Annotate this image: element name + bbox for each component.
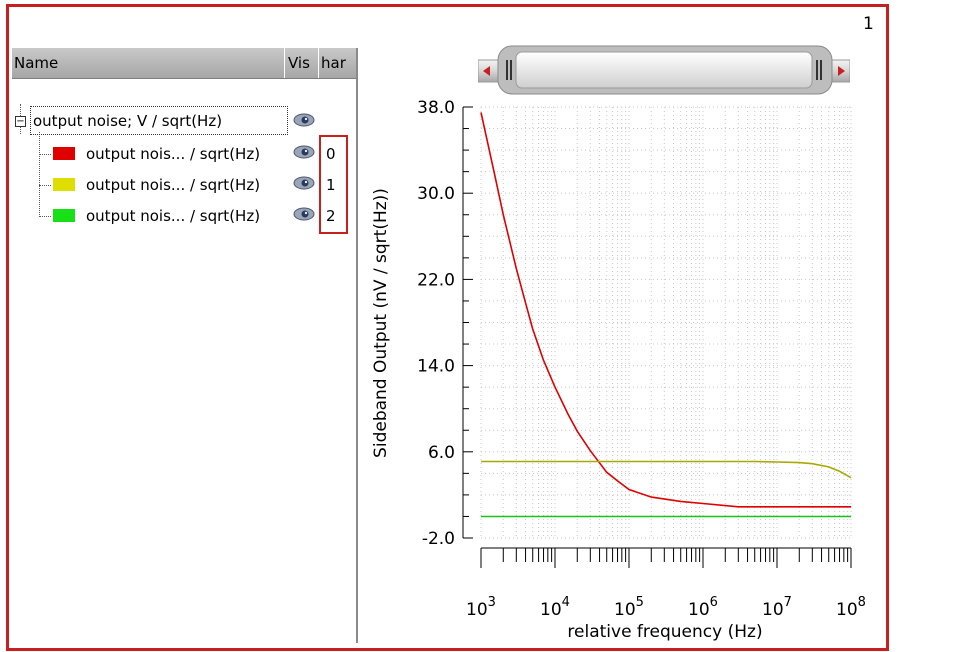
y-tick-label: -2.0 (422, 529, 455, 549)
eye-icon[interactable] (293, 145, 315, 159)
legend-header: Name Vis har (12, 48, 356, 79)
y-axis-title: Sideband Output (nV / sqrt(Hz)) (371, 188, 391, 458)
eye-icon[interactable] (293, 207, 315, 221)
x-tick-label: 108 (836, 595, 866, 620)
x-axis-title: relative frequency (Hz) (567, 622, 762, 642)
column-header-har[interactable]: har (321, 54, 346, 72)
y-tick-label: 30.0 (417, 184, 455, 204)
collapse-toggle-icon[interactable]: − (15, 116, 26, 127)
eye-icon[interactable] (293, 113, 315, 127)
tree-connector (39, 185, 51, 186)
trace-label[interactable]: output nois... / sqrt(Hz) (86, 207, 261, 225)
x-tick-label: 104 (540, 595, 570, 620)
tree-connector (39, 154, 51, 155)
eye-icon[interactable] (293, 176, 315, 190)
x-tick-label: 105 (614, 595, 644, 620)
trace-color-swatch (53, 178, 75, 191)
right-grip-icon[interactable] (816, 60, 822, 80)
harmonic-index: 1 (326, 176, 336, 194)
harmonic-index: 0 (326, 145, 336, 163)
x-tick-label: 107 (762, 595, 792, 620)
y-tick-label: 38.0 (417, 98, 455, 118)
series-line-harmonic-0[interactable] (480, 112, 851, 508)
trace-color-swatch (53, 209, 75, 222)
series-group (480, 112, 852, 518)
y-tick-label: 14.0 (417, 357, 455, 377)
column-header-vis[interactable]: Vis (288, 54, 310, 72)
scroll-left-arrow-icon[interactable] (483, 66, 490, 76)
left-grip-icon[interactable] (506, 60, 512, 80)
y-tick-label: 6.0 (428, 443, 455, 463)
zoom-scroller[interactable] (478, 44, 850, 96)
group-label[interactable]: output noise; V / sqrt(Hz) (33, 112, 223, 130)
harmonic-index: 2 (326, 207, 336, 225)
tree-connector (39, 132, 40, 217)
scroll-right-arrow-icon[interactable] (838, 66, 845, 76)
y-tick-label: 22.0 (417, 270, 455, 290)
x-tick-label: 103 (466, 595, 496, 620)
column-header-name[interactable]: Name (14, 54, 59, 72)
plot-number: 1 (863, 14, 874, 34)
trace-color-swatch (53, 147, 75, 160)
series-line-harmonic-1[interactable] (481, 460, 852, 479)
trace-label[interactable]: output nois... / sqrt(Hz) (86, 176, 261, 194)
tree-connector (39, 216, 51, 217)
grid (462, 106, 852, 549)
trace-label[interactable]: output nois... / sqrt(Hz) (86, 145, 261, 163)
selected-group-outline (30, 106, 288, 135)
trace-legend-panel: Name Vis har − output noise; V / sqrt(Hz… (12, 48, 358, 643)
harmonic-highlight-box (319, 135, 348, 234)
x-tick-label: 106 (688, 595, 718, 620)
